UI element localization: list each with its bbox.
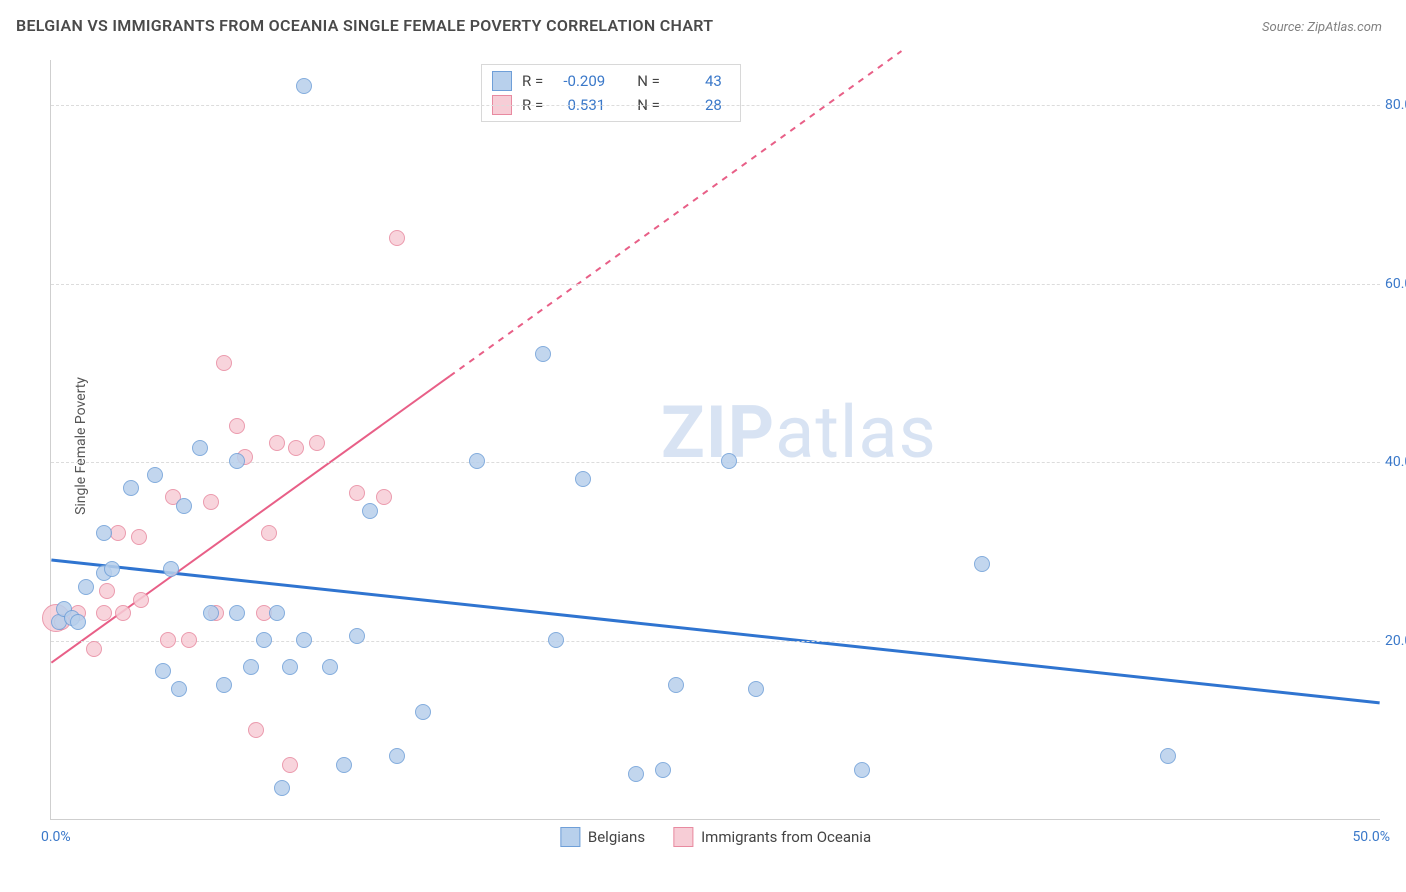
data-point-oceania [160, 632, 176, 648]
regression-oceania-solid [51, 376, 449, 663]
y-tick-label: 40.0% [1385, 454, 1406, 470]
data-point-belgians [575, 471, 591, 487]
data-point-belgians [336, 757, 352, 773]
data-point-oceania [133, 592, 149, 608]
data-point-oceania [229, 418, 245, 434]
scatter-plot-area: ZIPatlas R =-0.209N =43R =0.531N =28 0.0… [50, 60, 1380, 820]
data-point-belgians [1160, 748, 1176, 764]
chart-title: BELGIAN VS IMMIGRANTS FROM OCEANIA SINGL… [16, 16, 713, 35]
data-point-belgians [721, 453, 737, 469]
legend-swatch [492, 71, 512, 91]
data-point-oceania [389, 230, 405, 246]
data-point-belgians [123, 480, 139, 496]
data-point-belgians [96, 525, 112, 541]
data-point-belgians [322, 659, 338, 675]
data-point-belgians [216, 677, 232, 693]
data-point-belgians [163, 561, 179, 577]
data-point-belgians [203, 605, 219, 621]
data-point-belgians [548, 632, 564, 648]
data-point-oceania [181, 632, 197, 648]
data-point-belgians [104, 561, 120, 577]
legend-swatch [560, 827, 580, 847]
series-legend-label: Immigrants from Oceania [701, 828, 871, 846]
series-legend: Belgians Immigrants from Oceania [560, 827, 871, 847]
data-point-oceania [115, 605, 131, 621]
gridline [51, 105, 1380, 106]
data-point-belgians [70, 614, 86, 630]
data-point-belgians [192, 440, 208, 456]
data-point-belgians [274, 780, 290, 796]
data-point-oceania [282, 757, 298, 773]
data-point-oceania [248, 722, 264, 738]
data-point-belgians [269, 605, 285, 621]
data-point-belgians [176, 498, 192, 514]
data-point-oceania [216, 355, 232, 371]
correlation-legend: R =-0.209N =43R =0.531N =28 [481, 64, 741, 122]
data-point-belgians [78, 579, 94, 595]
x-tick-max: 50.0% [1352, 829, 1390, 845]
legend-n-value: 43 [670, 72, 722, 90]
data-point-belgians [748, 681, 764, 697]
y-tick-label: 60.0% [1385, 276, 1406, 292]
legend-n-label: N = [637, 72, 660, 90]
data-point-belgians [296, 632, 312, 648]
data-point-belgians [349, 628, 365, 644]
data-point-belgians [469, 453, 485, 469]
y-tick-label: 80.0% [1385, 97, 1406, 113]
data-point-belgians [155, 663, 171, 679]
data-point-oceania [131, 529, 147, 545]
data-point-belgians [415, 704, 431, 720]
legend-r-value: -0.209 [553, 72, 605, 90]
data-point-oceania [86, 641, 102, 657]
data-point-belgians [389, 748, 405, 764]
data-point-belgians [362, 503, 378, 519]
data-point-oceania [96, 605, 112, 621]
data-point-belgians [296, 78, 312, 94]
data-point-belgians [655, 762, 671, 778]
data-point-belgians [243, 659, 259, 675]
data-point-belgians [282, 659, 298, 675]
regression-belgians [51, 560, 1379, 703]
legend-row-belgians: R = -0.209 N = 43 [492, 69, 722, 93]
data-point-oceania [349, 485, 365, 501]
data-point-oceania [309, 435, 325, 451]
series-legend-label: Belgians [588, 828, 645, 846]
data-point-belgians [229, 453, 245, 469]
data-point-oceania [269, 435, 285, 451]
data-point-belgians [974, 556, 990, 572]
y-tick-label: 20.0% [1385, 633, 1406, 649]
source-attribution: Source: ZipAtlas.com [1262, 20, 1382, 35]
series-legend-item-oceania: Immigrants from Oceania [673, 827, 871, 847]
gridline [51, 641, 1380, 642]
x-tick-min: 0.0% [41, 829, 71, 845]
legend-r-label: R = [522, 72, 543, 90]
data-point-oceania [288, 440, 304, 456]
data-point-belgians [628, 766, 644, 782]
regression-lines [51, 60, 1380, 819]
data-point-oceania [376, 489, 392, 505]
legend-swatch [673, 827, 693, 847]
data-point-belgians [147, 467, 163, 483]
series-legend-item-belgians: Belgians [560, 827, 645, 847]
data-point-belgians [171, 681, 187, 697]
gridline [51, 284, 1380, 285]
data-point-oceania [261, 525, 277, 541]
data-point-belgians [668, 677, 684, 693]
data-point-oceania [203, 494, 219, 510]
data-point-belgians [854, 762, 870, 778]
data-point-belgians [256, 632, 272, 648]
data-point-belgians [535, 346, 551, 362]
data-point-belgians [229, 605, 245, 621]
data-point-oceania [99, 583, 115, 599]
